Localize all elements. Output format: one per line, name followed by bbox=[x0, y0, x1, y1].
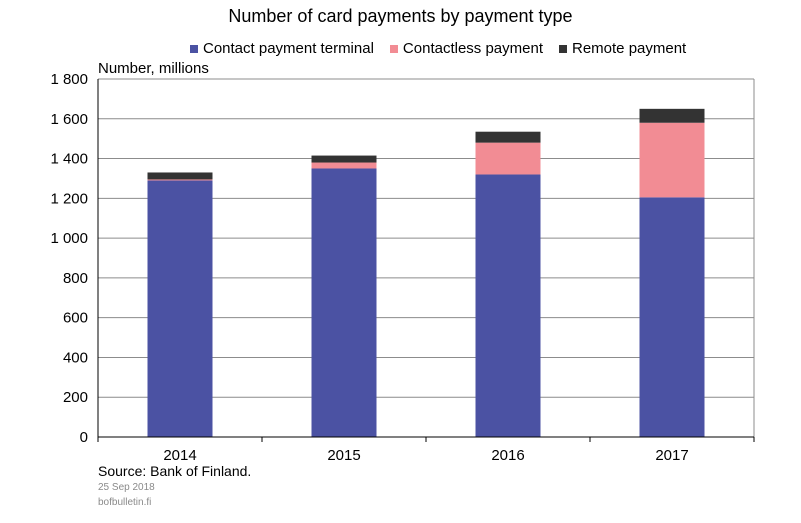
bar-segment bbox=[475, 142, 541, 175]
legend-label-remote: Remote payment bbox=[572, 40, 687, 57]
legend: Contact payment terminal Contactless pay… bbox=[190, 40, 702, 57]
x-tick-label: 2016 bbox=[491, 447, 524, 464]
chart-title: Number of card payments by payment type bbox=[228, 6, 573, 26]
legend-label-contact: Contact payment terminal bbox=[203, 40, 374, 57]
legend-swatch-contact bbox=[190, 44, 198, 53]
y-tick-label: 1 000 bbox=[50, 230, 88, 247]
bar-segment bbox=[639, 197, 705, 437]
bar-segment bbox=[475, 131, 541, 143]
y-axis-label: Number, millions bbox=[98, 60, 209, 77]
y-tick-label: 1 400 bbox=[50, 151, 88, 168]
legend-item-remote: Remote payment bbox=[559, 40, 686, 57]
y-tick-label: 600 bbox=[63, 310, 88, 327]
bar-segment bbox=[311, 162, 377, 169]
y-tick-label: 1 800 bbox=[50, 71, 88, 88]
legend-swatch-remote bbox=[559, 44, 567, 53]
bar-segment bbox=[147, 179, 213, 181]
bar-segment bbox=[147, 172, 213, 180]
y-tick-label: 1 600 bbox=[50, 111, 88, 128]
legend-swatch-contactless bbox=[389, 44, 398, 53]
x-tick-label: 2015 bbox=[327, 447, 360, 464]
legend-item-contact: Contact payment terminal bbox=[190, 40, 374, 57]
x-tick-label: 2017 bbox=[655, 447, 688, 464]
bar-segment bbox=[475, 174, 541, 437]
bar-segment bbox=[311, 168, 377, 437]
y-tick-label: 1 200 bbox=[50, 190, 88, 207]
source-note: Source: Bank of Finland. bbox=[98, 463, 252, 479]
y-tick-label: 0 bbox=[80, 429, 88, 446]
bar-segment bbox=[639, 108, 705, 123]
bar-segment bbox=[311, 155, 377, 163]
bar-segment bbox=[147, 180, 213, 437]
legend-label-contactless: Contactless payment bbox=[402, 40, 543, 57]
legend-item-contactless: Contactless payment bbox=[389, 40, 543, 57]
x-tick-label: 2014 bbox=[163, 447, 196, 464]
y-tick-label: 800 bbox=[63, 270, 88, 287]
y-tick-label: 200 bbox=[63, 389, 88, 406]
bar-segment bbox=[639, 122, 705, 198]
site-note: bofbulletin.fi bbox=[98, 497, 152, 508]
date-note: 25 Sep 2018 bbox=[98, 482, 155, 493]
y-tick-label: 400 bbox=[63, 349, 88, 366]
